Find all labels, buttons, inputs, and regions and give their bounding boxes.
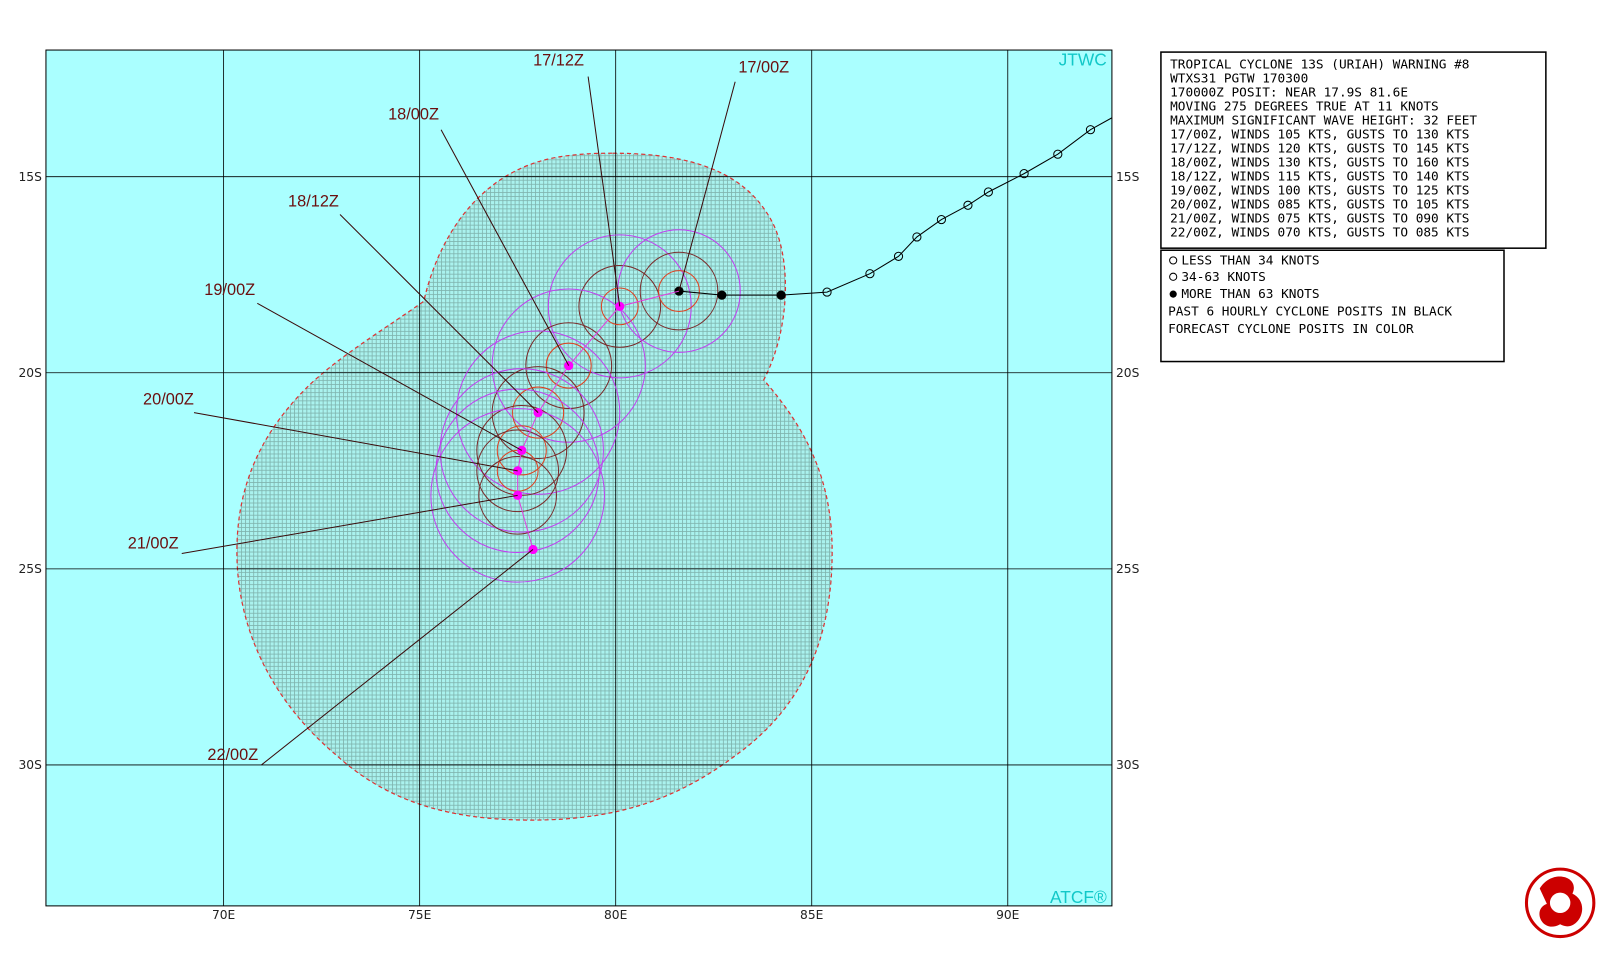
warning-box xyxy=(1160,51,1547,249)
legend-symbol xyxy=(1169,290,1177,298)
danger-area xyxy=(236,152,833,821)
radius-50kt xyxy=(639,251,719,331)
legend-line: PAST 6 HOURLY CYCLONE POSITS IN BLACK xyxy=(1168,305,1452,320)
latitude-label: 15S xyxy=(18,170,42,184)
forecast-label: 17/00Z xyxy=(738,59,789,77)
longitude-label: 75E xyxy=(408,908,431,922)
leader-line xyxy=(339,214,539,413)
warning-line: 17/12Z, WINDS 120 KTS, GUSTS TO 145 KTS xyxy=(1170,141,1469,156)
logo xyxy=(1524,867,1596,939)
warning-line: TROPICAL CYCLONE 13S (URIAH) WARNING #8 xyxy=(1170,57,1469,72)
past-position xyxy=(822,287,832,297)
radius-64kt xyxy=(545,342,592,389)
warning-line: 17/00Z, WINDS 105 KTS, GUSTS TO 130 KTS xyxy=(1170,127,1469,142)
leader-line xyxy=(440,129,570,366)
radius-34kt xyxy=(430,408,605,583)
legend-symbol xyxy=(1169,272,1178,281)
latitude-label: 20S xyxy=(1116,366,1140,380)
radius-64kt xyxy=(496,425,547,476)
past-position xyxy=(776,290,786,300)
atcf-label: ATCF® xyxy=(1050,887,1107,907)
forecast-label: 22/00Z xyxy=(207,746,258,764)
past-position xyxy=(983,187,993,197)
longitude-label: 90E xyxy=(996,908,1019,922)
warning-line: 18/12Z, WINDS 115 KTS, GUSTS TO 140 KTS xyxy=(1170,169,1469,184)
latitude-label: 20S xyxy=(18,366,42,380)
latitude-label: 15S xyxy=(1116,170,1140,184)
warning-line: 21/00Z, WINDS 075 KTS, GUSTS TO 090 KTS xyxy=(1170,211,1469,226)
past-track xyxy=(678,117,1112,296)
warning-line: MAXIMUM SIGNIFICANT WAVE HEIGHT: 32 FEET xyxy=(1170,113,1477,128)
past-position xyxy=(963,200,973,210)
radius-64kt xyxy=(658,270,700,313)
past-position xyxy=(717,290,727,300)
past-position xyxy=(936,214,946,225)
latitude-label: 25S xyxy=(1116,562,1140,576)
warning-line: MOVING 275 DEGREES TRUE AT 11 KNOTS xyxy=(1170,99,1439,114)
legend-box xyxy=(1160,249,1505,363)
radius-34kt xyxy=(435,388,600,554)
longitude-label: 80E xyxy=(604,908,627,922)
latitude-label: 30S xyxy=(18,758,42,772)
forecast-label: 20/00Z xyxy=(143,390,194,408)
warning-line: 18/00Z, WINDS 130 KTS, GUSTS TO 160 KTS xyxy=(1170,155,1469,170)
legend-line: FORECAST CYCLONE POSITS IN COLOR xyxy=(1168,322,1414,337)
past-position xyxy=(865,269,875,279)
past-position xyxy=(912,232,922,242)
forecast-label: 17/12Z xyxy=(533,51,584,69)
forecast-label: 18/00Z xyxy=(388,105,439,123)
leader-line xyxy=(678,81,736,292)
forecast-label: 18/12Z xyxy=(288,192,339,210)
longitude-label: 85E xyxy=(800,908,823,922)
radius-64kt xyxy=(512,386,565,439)
leader-line xyxy=(257,302,523,451)
legend-line: 34-63 KNOTS xyxy=(1181,270,1265,285)
past-position xyxy=(893,251,904,261)
past-position xyxy=(1019,169,1029,179)
agency-label: JTWC xyxy=(1059,49,1107,69)
legend-line: LESS THAN 34 KNOTS xyxy=(1181,254,1319,269)
leader-line xyxy=(181,494,518,555)
legend-line: MORE THAN 63 KNOTS xyxy=(1181,287,1319,302)
warning-line: 22/00Z, WINDS 070 KTS, GUSTS TO 085 KTS xyxy=(1170,225,1469,240)
radius-50kt xyxy=(478,456,557,535)
past-position xyxy=(1085,125,1096,135)
leader-line xyxy=(587,76,621,307)
map-area xyxy=(45,50,1112,906)
forecast-label: 19/00Z xyxy=(204,281,255,299)
leader-line xyxy=(261,549,534,766)
warning-line: 20/00Z, WINDS 085 KTS, GUSTS TO 105 KTS xyxy=(1170,197,1469,212)
forecast-label: 21/00Z xyxy=(128,534,179,552)
radius-34kt xyxy=(439,368,604,533)
radius-50kt xyxy=(578,265,662,348)
past-position xyxy=(1053,149,1063,159)
longitude-label: 70E xyxy=(212,908,235,922)
warning-line: 19/00Z, WINDS 100 KTS, GUSTS TO 125 KTS xyxy=(1170,183,1469,198)
warning-line: 170000Z POSIT: NEAR 17.9S 81.6E xyxy=(1170,85,1408,100)
latitude-label: 25S xyxy=(18,562,42,576)
radius-50kt xyxy=(476,429,560,513)
radius-64kt xyxy=(600,287,639,326)
legend-symbol xyxy=(1169,256,1178,265)
leader-line xyxy=(193,412,518,472)
radius-34kt xyxy=(547,234,692,379)
radius-50kt xyxy=(525,322,613,410)
radius-34kt xyxy=(455,330,621,495)
latitude-label: 30S xyxy=(1116,758,1140,772)
warning-line: WTXS31 PGTW 170300 xyxy=(1170,71,1308,86)
radius-34kt xyxy=(491,288,646,443)
